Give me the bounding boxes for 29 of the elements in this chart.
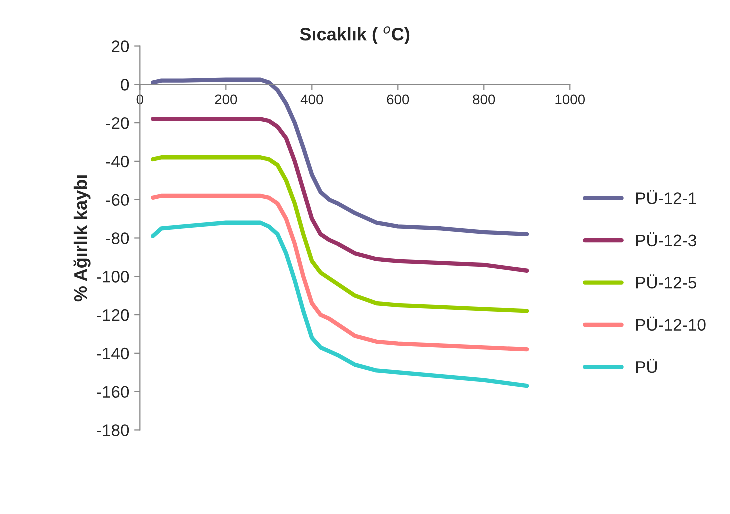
legend-label: PÜ [636, 359, 657, 374]
y-tick-label: 20 [112, 40, 130, 52]
x-axis-title: Sıcaklık ( $^{o}$C) [300, 26, 410, 44]
y-tick-label: -160 [97, 386, 130, 398]
y-tick-label: -180 [97, 424, 130, 436]
legend-label: PÜ-12-10 [636, 316, 706, 331]
x-tick-label: 200 [215, 94, 238, 105]
y-axis-title: % Ağırlık kaybı [74, 176, 91, 302]
y-tick-label: -40 [106, 156, 130, 168]
y-tick-label: -80 [106, 232, 130, 244]
legend-label: PÜ-12-1 [636, 190, 696, 204]
line-series [150, 194, 530, 352]
line-series [150, 156, 530, 314]
x-tick-label: 0 [136, 94, 144, 105]
x-tick-label: 400 [300, 94, 324, 105]
line-series [150, 78, 530, 236]
legend-label: PÜ-12-3 [636, 232, 696, 247]
y-tick-label: -60 [106, 194, 130, 206]
y-tick-label: -140 [97, 348, 130, 360]
y-tick-label: 0 [121, 79, 130, 91]
line-series [150, 117, 530, 273]
y-tick-label: -20 [106, 117, 130, 130]
y-tick-label: -120 [97, 309, 130, 322]
line-series [150, 220, 530, 388]
x-tick-label: 800 [473, 94, 496, 105]
legend-label: PÜ-12-5 [636, 274, 696, 289]
y-tick-label: -100 [97, 271, 130, 283]
x-tick-label: 600 [387, 94, 410, 105]
x-tick-label: 1000 [556, 94, 586, 105]
